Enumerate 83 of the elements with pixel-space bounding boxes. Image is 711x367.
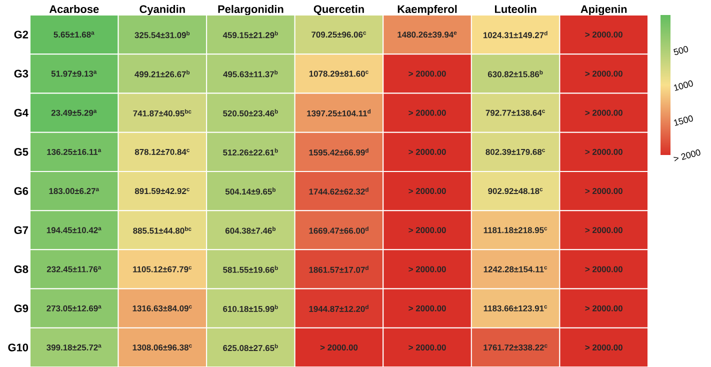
data-label: 1397.25±104.11$^{d}$ [307,109,371,116]
data-label: > 2000.00 [585,110,622,116]
data-label: 1944.87±12.20$^{d}$ [309,304,368,312]
data-label: 459.15±21.29$^{b}$ [222,30,278,38]
data-label: 1308.06±96.38$^{c}$ [132,344,192,350]
data-label: 520.50±23.46$^{b}$ [223,109,278,116]
data-label: > 2000.00 [585,266,622,272]
data-label: 792.77±138.64$^{c}$ [486,110,546,116]
data-label: 1861.57±17.07$^{d}$ [309,266,368,273]
data-label: 5.65±1.68$^{a}$ [54,32,94,38]
data-label: 183.00±6.27$^{a}$ [49,188,100,194]
data-label: > 2000.00 [408,305,446,312]
y-tick-label: G3 [14,70,28,78]
data-label: 802.39±179.68$^{c}$ [486,148,546,155]
data-label: 604.38±7.46$^{b}$ [225,226,276,234]
data-label: > 2000.00 [408,344,446,350]
data-label: 630.82±15.86$^{b}$ [488,70,543,78]
data-label: > 2000.00 [408,188,446,194]
data-label: > 2000.00 [585,344,622,350]
y-tick-label: G6 [14,187,28,195]
data-label: 23.49±5.29$^{a}$ [51,110,97,116]
data-label: > 2000.00 [585,32,622,38]
x-tick-label: Luteolin [495,4,536,14]
y-tick-label: G10 [8,344,28,352]
data-label: 581.55±19.66$^{b}$ [223,266,278,273]
x-tick-label: Kaempferol [398,4,457,16]
data-label: > 2000.00 [408,70,446,77]
data-label: > 2000.00 [408,266,446,272]
data-label: 499.21±26.67$^{b}$ [134,70,190,78]
x-tick-label: Apigenin [580,4,627,16]
data-label: 625.08±27.65$^{b}$ [223,344,278,352]
x-tick-label: Cyanidin [140,4,185,16]
data-label: 232.45±11.76$^{a}$ [46,266,102,272]
x-tick-label: Pelargonidin [218,4,284,16]
data-label: 610.18±15.99$^{b}$ [223,304,278,312]
data-label: > 2000.00 [320,344,358,350]
data-label: > 2000.00 [585,305,622,312]
data-label: 885.51±44.80$^{bc}$ [133,226,192,234]
data-label: 1761.72±338.22$^{c}$ [484,344,548,350]
data-label: 495.63±11.37$^{b}$ [223,70,278,78]
y-tick-label: G7 [14,226,28,234]
data-label: 1242.28±154.11$^{c}$ [484,266,548,272]
data-label: > 2000.00 [408,110,446,116]
data-label: 1078.29±81.60$^{c}$ [309,70,368,77]
color-bar-label: 500 [674,46,688,56]
color-bar-label: 1500 [674,115,693,126]
data-label: 1480.26±39.94$^{e}$ [398,32,457,38]
y-tick-label: G4 [14,108,28,117]
data-label: 504.14±9.65$^{b}$ [225,187,276,195]
data-label: 325.54±31.09$^{b}$ [134,30,190,38]
data-label: > 2000.00 [585,70,622,77]
data-label: 878.12±70.84$^{c}$ [134,148,190,155]
data-label: 709.25±96.06$^{c}$ [312,32,366,38]
data-label: > 2000.00 [585,148,622,155]
data-label: 399.18±25.72$^{a}$ [46,344,102,350]
x-tick-label: Acarbose [49,4,99,14]
y-tick-label: G8 [14,265,28,274]
y-tick-label: G5 [14,148,28,156]
data-label: 891.59±42.92$^{c}$ [134,188,190,194]
data-label: 512.26±22.61$^{b}$ [223,148,278,156]
data-label: 1595.42±66.99$^{d}$ [309,148,368,156]
color-bar-label: 1000 [674,80,693,91]
data-label: > 2000.00 [585,188,622,194]
data-label: 1024.31±149.27$^{d}$ [483,30,548,38]
data-label: 51.97±9.13$^{a}$ [51,70,97,77]
data-label: > 2000.00 [408,227,446,234]
data-label: > 2000.00 [585,227,622,234]
x-tick-label: Quercetin [314,4,364,16]
data-label: 1181.18±218.95$^{c}$ [484,227,548,234]
data-label: 1105.12±67.79$^{c}$ [133,266,192,272]
data-label: 1316.63±84.09$^{c}$ [132,305,192,312]
data-label: 194.45±10.42$^{a}$ [46,227,102,234]
data-label: 1744.62±62.32$^{d}$ [309,187,368,195]
y-tick-label: G9 [14,304,28,312]
data-label: > 2000.00 [408,148,446,155]
y-tick-label: G2 [14,30,28,38]
data-label: 273.05±12.69$^{a}$ [46,305,102,312]
data-label: 136.25±16.11$^{a}$ [47,148,102,155]
color-bar-label: > 2000 [674,149,700,162]
data-label: 902.92±48.18$^{c}$ [488,188,543,194]
data-label: 741.87±40.95$^{bc}$ [133,109,192,116]
data-label: 1183.66±123.91$^{c}$ [484,305,548,312]
data-label: 1669.47±66.00$^{d}$ [309,226,368,234]
